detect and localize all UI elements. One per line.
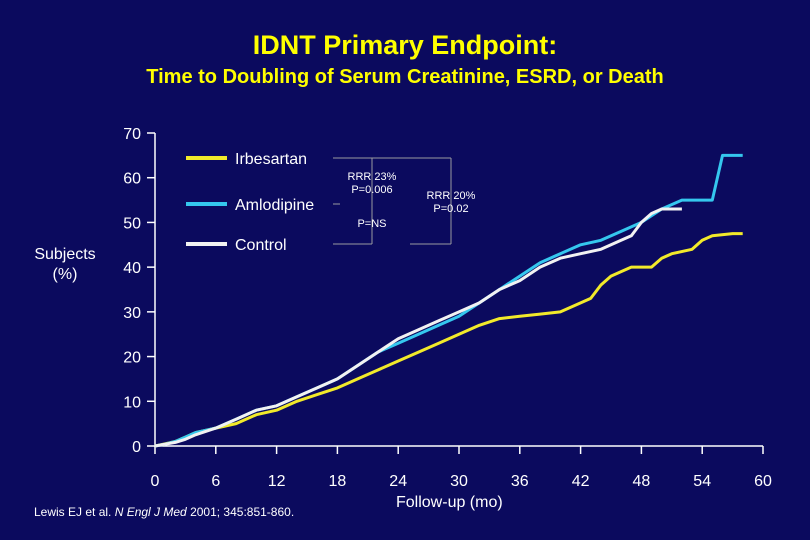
x-axis-label: Follow-up (mo) (396, 494, 503, 511)
citation-details: 2001; 345:851-860. (186, 505, 295, 519)
legend: Irbesartan Amlodipine Control (186, 151, 314, 254)
series-line-control (154, 207, 682, 448)
citation: Lewis EJ et al. N Engl J Med 2001; 345:8… (34, 505, 294, 519)
y-tick-label: 50 (123, 215, 141, 232)
legend-label-amlodipine: Amlodipine (235, 197, 314, 214)
x-tick-label: 18 (329, 473, 347, 490)
y-tick-label: 10 (123, 394, 141, 411)
annotation-text: P=0.02 (433, 203, 468, 215)
y-tick-label: 0 (132, 439, 141, 456)
legend-label-irbesartan: Irbesartan (235, 151, 307, 168)
annotation-text: P=NS (357, 218, 386, 230)
x-tick-label: 42 (572, 473, 590, 490)
chart-title: IDNT Primary Endpoint: (252, 30, 558, 60)
y-axis-label-line1: Subjects (34, 246, 96, 263)
x-tick-label: 12 (268, 473, 286, 490)
citation-journal: N Engl J Med (114, 505, 187, 519)
series-lines (154, 153, 743, 448)
x-tick-label: 36 (511, 473, 529, 490)
x-tick-label: 54 (693, 473, 711, 490)
series-line-irbesartan (154, 232, 743, 448)
annotation-text: RRR 20% (427, 190, 476, 202)
annotation-text: P=0.006 (351, 184, 392, 196)
y-tick-label: 70 (123, 126, 141, 143)
annotation-text: RRR 23% (348, 171, 397, 183)
x-tick-label: 6 (211, 473, 220, 490)
x-tick-label: 24 (389, 473, 407, 490)
y-axis-label: Subjects (%) (30, 245, 100, 285)
y-tick-label: 60 (123, 171, 141, 188)
x-tick-label: 48 (633, 473, 651, 490)
legend-label-control: Control (235, 237, 287, 254)
x-tick-label: 60 (754, 473, 772, 490)
y-tick-label: 30 (123, 305, 141, 322)
y-tick-label: 20 (123, 350, 141, 367)
x-tick-label: 0 (151, 473, 160, 490)
annotations: RRR 23%P=0.006 RRR 20%P=0.02 P=NS (333, 157, 476, 245)
y-axis-label-line2: (%) (52, 266, 78, 283)
citation-authors: Lewis EJ et al. (34, 505, 115, 519)
x-axis: 0 6 12 18 24 30 36 42 48 54 60 (151, 445, 772, 490)
chart-subtitle: Time to Doubling of Serum Creatinine, ES… (146, 66, 664, 88)
x-tick-label: 30 (450, 473, 468, 490)
y-axis: 0 10 20 30 40 50 60 70 (123, 126, 156, 456)
y-tick-label: 40 (123, 260, 141, 277)
